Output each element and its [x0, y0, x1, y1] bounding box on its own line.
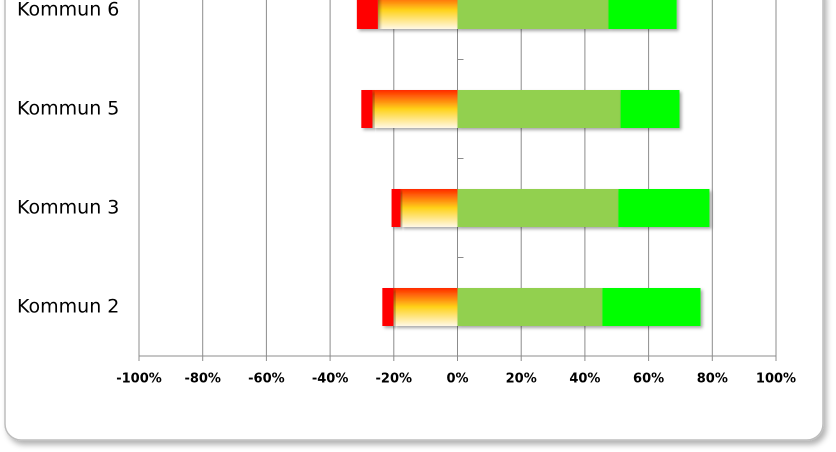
bar	[393, 288, 458, 326]
category-label: Kommun 6	[17, 0, 119, 21]
x-tick-label: -20%	[376, 372, 413, 387]
x-tick-label: 100%	[756, 372, 796, 387]
bar	[361, 90, 373, 128]
bar	[608, 0, 677, 29]
x-tick-label: -60%	[248, 372, 285, 387]
bar	[602, 288, 701, 326]
x-tick-label: -100%	[116, 372, 162, 387]
category-label: Kommun 2	[17, 296, 119, 318]
bar	[372, 90, 458, 128]
x-tick-label: 40%	[569, 372, 600, 387]
x-tick-label: -40%	[312, 372, 349, 387]
bar	[457, 90, 621, 128]
x-tick-label: 20%	[506, 372, 537, 387]
bar	[620, 90, 680, 128]
category-label: Kommun 3	[17, 197, 119, 219]
bar	[457, 288, 603, 326]
bar	[356, 0, 378, 29]
x-tick-label: 80%	[697, 372, 728, 387]
category-label: Kommun 5	[17, 98, 119, 120]
bar	[457, 0, 609, 29]
x-tick-label: -80%	[184, 372, 221, 387]
x-tick-label: 0%	[446, 372, 468, 387]
x-tick-label: 60%	[633, 372, 664, 387]
bar	[391, 189, 401, 227]
bar	[400, 189, 458, 227]
bar	[382, 288, 394, 326]
bar	[377, 0, 458, 29]
bar	[457, 189, 619, 227]
bar	[618, 189, 710, 227]
